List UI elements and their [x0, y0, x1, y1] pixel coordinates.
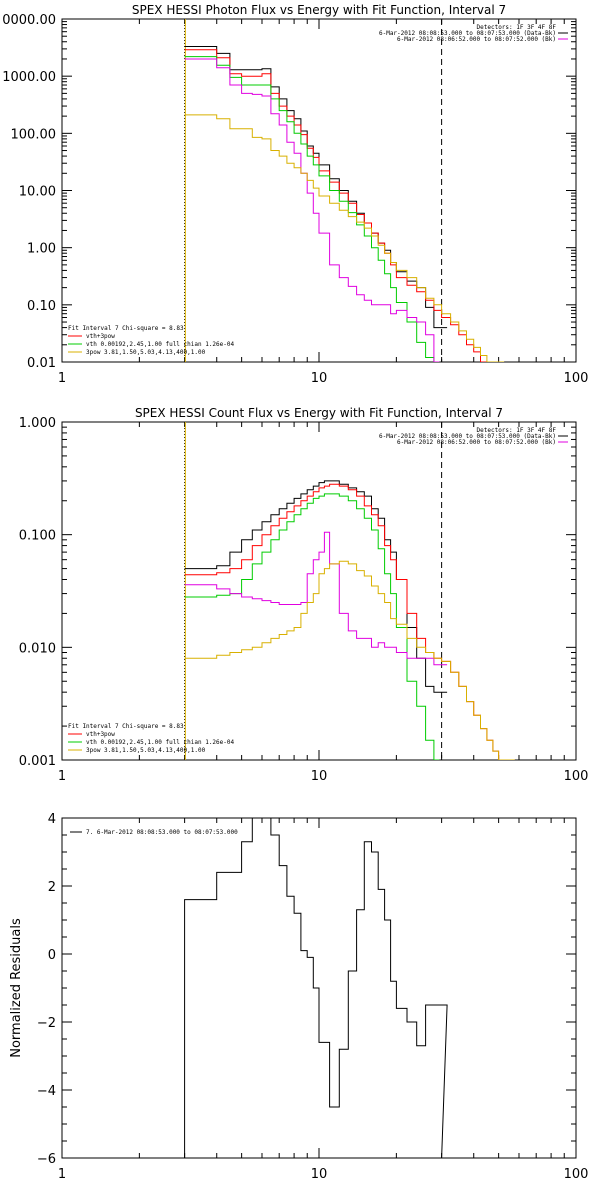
- y-tick-label: 0.10: [27, 299, 56, 314]
- x-tick-label: 1: [58, 1167, 66, 1182]
- residuals-panel: 1 10 100 4 2 0 −2 −4 −6 Normalized Residuals 7. 6-…: [9, 812, 588, 1182]
- x-tick-label: 10: [311, 769, 328, 784]
- y-tick-label: −2: [37, 1016, 56, 1031]
- legend-top-entry: 6-Mar-2012 08:06:52.000 to 08:07:52.000 …: [397, 36, 556, 43]
- legend-bottom-entry: vth+3pow: [86, 731, 115, 738]
- series-line-4: [184, 114, 505, 362]
- y-tick-label: 100.00: [11, 127, 57, 142]
- count-flux-panel: SPEX HESSI Count Flux vs Energy with Fit…: [19, 406, 589, 784]
- photon-flux-panel: SPEX HESSI Photon Flux vs Energy with Fi…: [2, 3, 588, 386]
- x-tick-label: 1: [58, 769, 66, 784]
- y-tick-label: 1000.00: [2, 70, 56, 85]
- legend-top-entry: 6-Mar-2012 08:08:53.000 to 08:07:53.000 …: [379, 30, 556, 37]
- y-tick-label: 0.01: [27, 356, 56, 371]
- chart-title: SPEX HESSI Photon Flux vs Energy with Fi…: [132, 3, 506, 17]
- x-tick-label: 100: [564, 1167, 589, 1182]
- series-line-0: [184, 46, 448, 329]
- legend-top-entry: Detectors: 1F 3F 4F 8F: [477, 24, 557, 31]
- series-line-0: [184, 818, 448, 1158]
- series-line-3: [184, 58, 440, 362]
- legend-bottom-entry: 3pow 3.81,1.50,5.03,4.13,400,1.00: [86, 349, 206, 356]
- y-tick-label: 0000.00: [2, 13, 56, 28]
- x-tick-label: 100: [564, 371, 589, 386]
- x-tick-label: 1: [58, 371, 66, 386]
- y-tick-label: 0.001: [19, 754, 56, 769]
- y-tick-label: −4: [37, 1084, 56, 1099]
- y-tick-label: 2: [48, 880, 56, 895]
- series-line-1: [184, 49, 505, 362]
- series-line-2: [184, 493, 440, 760]
- y-tick-label: 0.100: [19, 529, 56, 544]
- series-line-3: [184, 531, 448, 666]
- series-line-0: [184, 480, 448, 693]
- legend-top-entry: 6-Mar-2012 08:06:52.000 to 08:07:52.000 …: [397, 439, 556, 446]
- y-tick-label: 1.000: [19, 416, 56, 431]
- y-tick-label: 0.010: [19, 641, 56, 656]
- y-tick-label: 4: [48, 812, 56, 827]
- series-line-4: [184, 560, 515, 760]
- legend-top-entry: Detectors: 1F 3F 4F 8F: [477, 427, 557, 434]
- x-tick-label: 10: [311, 1167, 328, 1182]
- legend-top-entry: 6-Mar-2012 08:08:53.000 to 08:07:53.000 …: [379, 433, 556, 440]
- legend-bottom-entry: vth 0.00192,2.45,1.00 full chian 1.26e-0…: [86, 739, 234, 746]
- y-tick-label: 1.00: [27, 242, 56, 257]
- x-tick-label: 100: [564, 769, 589, 784]
- legend-bottom-entry: vth+3pow: [86, 333, 115, 340]
- legend-bottom-entry: vth 0.00192,2.45,1.00 full chian 1.26e-0…: [86, 341, 234, 348]
- legend-bottom-entry: 3pow 3.81,1.50,5.03,4.13,400,1.00: [86, 747, 206, 754]
- series-line-1: [184, 483, 515, 760]
- y-tick-label: 0: [48, 948, 56, 963]
- legend-bottom-entry: Fit Interval 7 Chi-square = 8.83: [68, 723, 184, 730]
- x-tick-label: 10: [311, 371, 328, 386]
- legend-entry: 7. 6-Mar-2012 08:08:53.000 to 08:07:53.0…: [86, 829, 238, 836]
- legend-bottom-entry: Fit Interval 7 Chi-square = 8.83: [68, 325, 184, 332]
- y-axis-label: Normalized Residuals: [9, 918, 24, 1058]
- series-line-2: [184, 56, 440, 362]
- chart-title: SPEX HESSI Count Flux vs Energy with Fit…: [135, 406, 503, 420]
- y-tick-label: −6: [37, 1152, 56, 1167]
- y-tick-label: 10.00: [19, 185, 56, 200]
